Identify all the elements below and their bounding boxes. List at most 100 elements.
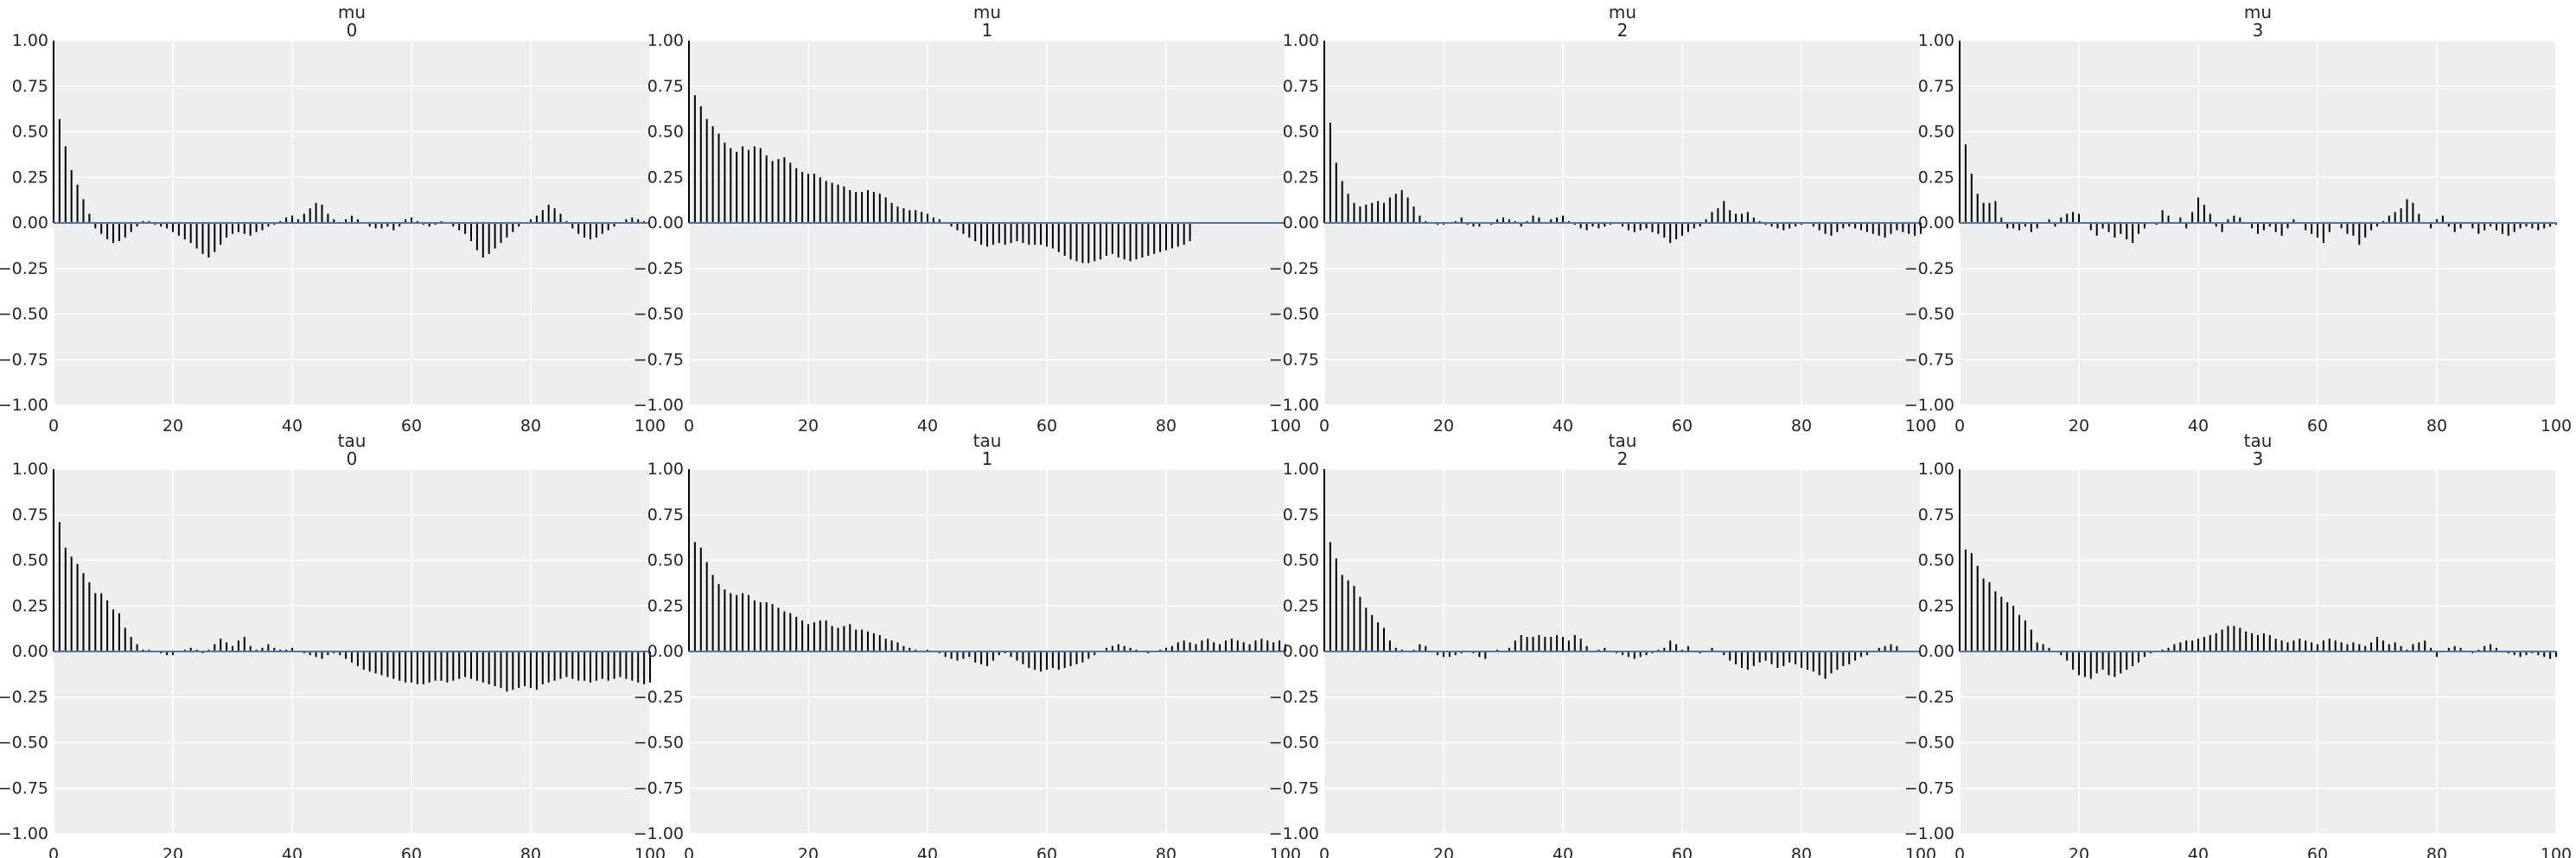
y-tick-label: 0.25 [1283, 596, 1319, 615]
x-tick-label: 100 [1905, 845, 1936, 858]
y-tick-label: 1.00 [12, 460, 48, 479]
x-tick-label: 0 [684, 416, 694, 435]
x-tick-label: 100 [1270, 845, 1301, 858]
y-tick-label: 0.25 [647, 596, 684, 615]
x-tick-label: 80 [2426, 416, 2447, 435]
x-tick-label: 60 [1036, 845, 1057, 858]
y-tick-label: 0.00 [1283, 213, 1319, 232]
y-tick-label: 0.75 [1283, 77, 1319, 96]
y-tick-label: 0.75 [1918, 77, 1954, 96]
y-tick-label: −0.25 [634, 259, 684, 278]
y-tick-label: −0.50 [1904, 734, 1954, 753]
x-tick-label: 60 [401, 416, 422, 435]
y-tick-label: 0.25 [647, 168, 684, 187]
x-tick-label: 20 [163, 416, 183, 435]
x-tick-label: 0 [1319, 416, 1329, 435]
x-tick-label: 40 [282, 416, 303, 435]
x-tick-label: 0 [1319, 845, 1329, 858]
x-tick-label: 80 [520, 845, 541, 858]
y-tick-label: 0.75 [12, 505, 48, 524]
y-tick-label: 0.50 [1283, 551, 1319, 570]
y-tick-label: 0.75 [12, 77, 48, 96]
x-tick-label: 40 [917, 845, 938, 858]
acf-panel: 1.00 0.75 0.50 0.25 0.00 −0.25 −0.50 −0.75 −1.00… [1269, 430, 1936, 858]
acf-panel: 1.00 0.75 0.50 0.25 0.00 −0.25 −0.50 −0.75 −1.00… [1904, 430, 2572, 858]
y-tick-label: 1.00 [647, 460, 684, 479]
acf-panel: 1.00 0.75 0.50 0.25 0.00 −0.25 −0.50 −0.75 −1.00… [0, 430, 666, 858]
panel-title-index: 2 [1617, 448, 1629, 469]
panel-title-index: 3 [2253, 448, 2264, 469]
x-tick-label: 0 [48, 845, 59, 858]
y-tick-label: −0.50 [1269, 305, 1319, 324]
x-tick-label: 40 [2188, 845, 2209, 858]
y-tick-label: 0.25 [1918, 168, 1954, 187]
x-tick-label: 80 [2426, 845, 2447, 858]
x-tick-label: 60 [2307, 416, 2328, 435]
y-tick-label: 0.25 [12, 596, 48, 615]
y-tick-label: −1.00 [1904, 824, 1954, 843]
panel-title-var: mu [973, 2, 1001, 22]
y-tick-label: 1.00 [647, 31, 684, 50]
y-tick-label: −0.25 [0, 688, 48, 707]
x-tick-label: 40 [1553, 416, 1573, 435]
y-tick-label: 0.00 [1283, 642, 1319, 661]
y-tick-label: −1.00 [634, 396, 684, 415]
y-tick-label: −1.00 [0, 396, 48, 415]
panel-title-var: tau [2244, 430, 2273, 451]
x-tick-label: 60 [1672, 416, 1693, 435]
y-tick-label: −1.00 [634, 824, 684, 843]
y-tick-label: −0.25 [1904, 688, 1954, 707]
y-tick-label: −0.50 [634, 305, 684, 324]
y-tick-label: −0.75 [0, 779, 48, 798]
y-tick-label: −0.75 [634, 779, 684, 798]
y-tick-label: 0.75 [647, 77, 684, 96]
x-tick-label: 60 [401, 845, 422, 858]
panel-title-var: tau [973, 430, 1002, 451]
y-tick-label: −0.75 [1269, 350, 1319, 369]
y-tick-label: −0.75 [1904, 779, 1954, 798]
y-tick-label: 0.00 [647, 213, 684, 232]
x-tick-label: 80 [1156, 845, 1176, 858]
x-tick-label: 100 [634, 845, 666, 858]
x-tick-label: 20 [2069, 845, 2089, 858]
y-tick-label: −0.25 [1269, 259, 1319, 278]
panel-title-index: 3 [2253, 20, 2264, 41]
panel-title-index: 2 [1617, 20, 1629, 41]
y-tick-label: 0.75 [1918, 505, 1954, 524]
y-tick-label: −0.75 [1904, 350, 1954, 369]
x-tick-label: 40 [1553, 845, 1573, 858]
y-tick-label: 0.00 [647, 642, 684, 661]
x-tick-label: 60 [2307, 845, 2328, 858]
x-tick-label: 80 [1791, 845, 1812, 858]
y-tick-label: −0.25 [634, 688, 684, 707]
y-tick-label: 0.50 [647, 551, 684, 570]
y-tick-label: 0.25 [12, 168, 48, 187]
x-tick-label: 80 [1156, 416, 1176, 435]
panel-title-var: mu [1609, 2, 1636, 22]
y-tick-label: −1.00 [0, 824, 48, 843]
y-tick-label: 1.00 [1283, 460, 1319, 479]
y-tick-label: 0.50 [647, 123, 684, 142]
x-tick-label: 60 [1036, 416, 1057, 435]
y-tick-label: −1.00 [1904, 396, 1954, 415]
y-tick-label: 0.00 [12, 213, 48, 232]
x-tick-label: 0 [1954, 845, 1965, 858]
x-tick-label: 40 [917, 416, 938, 435]
panel-title-index: 1 [982, 20, 993, 41]
y-tick-label: −0.50 [1269, 734, 1319, 753]
y-tick-label: 0.00 [1918, 642, 1954, 661]
x-tick-label: 40 [282, 845, 303, 858]
x-tick-label: 100 [1270, 416, 1301, 435]
y-tick-label: −0.75 [634, 350, 684, 369]
y-tick-label: −0.50 [0, 305, 48, 324]
y-tick-label: 0.50 [12, 551, 48, 570]
x-tick-label: 0 [1954, 416, 1965, 435]
y-tick-label: −0.75 [0, 350, 48, 369]
panel-title-index: 1 [982, 448, 993, 469]
y-tick-label: 0.25 [1283, 168, 1319, 187]
x-tick-label: 20 [798, 845, 819, 858]
y-tick-label: 0.25 [1918, 596, 1954, 615]
y-tick-label: 0.00 [1918, 213, 1954, 232]
y-tick-label: −0.50 [0, 734, 48, 753]
